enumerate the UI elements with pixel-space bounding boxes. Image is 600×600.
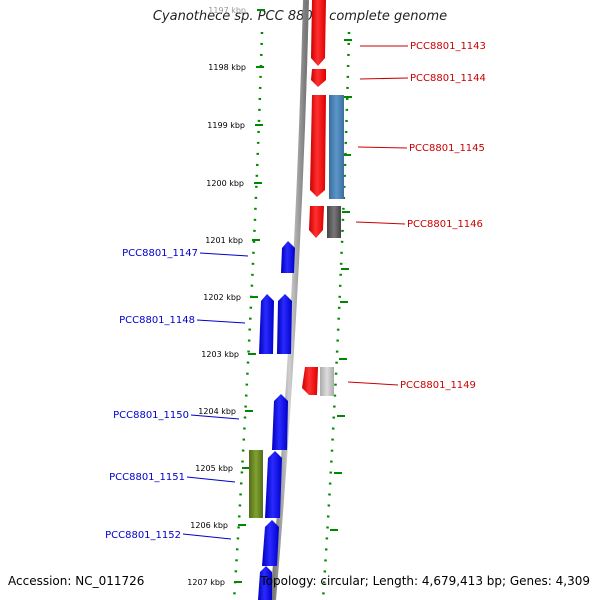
gene-pcc8801-1150[interactable] [272, 394, 288, 450]
leader-line [199, 252, 249, 257]
gene-label[interactable]: PCC8801_1152 [105, 530, 181, 541]
forward-strand-genes [302, 0, 344, 396]
leader-line [359, 77, 409, 80]
gene-pcc8801-1147[interactable] [281, 241, 295, 273]
gene-pcc8801-1152[interactable] [262, 520, 279, 566]
tick-label: 1206 kbp [190, 521, 228, 530]
gene-pcc8801-1144[interactable] [311, 69, 326, 87]
gene-label[interactable]: PCC8801_1148 [119, 315, 195, 326]
tick-label: 1198 kbp [208, 63, 246, 72]
gene-pcc8801-1151[interactable] [265, 451, 282, 518]
reverse-strand-genes [249, 241, 295, 600]
leader-line [190, 414, 240, 420]
gene-label[interactable]: PCC8801_1147 [122, 248, 198, 259]
tick-label: 1197 kbp [208, 6, 246, 15]
tick-label: 1207 kbp [187, 578, 225, 587]
genome-title: Cyanothece sp. PCC 8801, complete genome [152, 9, 448, 24]
tick-label: 1200 kbp [206, 179, 244, 188]
leader-line [182, 533, 232, 540]
label-leaders [182, 45, 409, 540]
gene-pcc8801-1145[interactable] [310, 95, 326, 197]
leader-line [196, 319, 246, 324]
gene-label[interactable]: PCC8801_1150 [113, 410, 189, 421]
tick-label: 1199 kbp [207, 121, 245, 130]
gene-block-steelblue[interactable] [329, 95, 344, 199]
gene-pcc8801-1148-b[interactable] [277, 294, 292, 354]
leader-line [186, 476, 236, 483]
genome-summary-text: Topology: circular; Length: 4,679,413 bp… [260, 574, 590, 588]
gene-label[interactable]: PCC8801_1151 [109, 472, 185, 483]
leader-line [357, 146, 408, 149]
gene-block-lightgray[interactable] [320, 367, 334, 396]
tick-label: 1203 kbp [201, 350, 239, 359]
gene-label[interactable]: PCC8801_1146 [407, 219, 483, 230]
scale-track-left [232, 31, 264, 600]
tick-label: 1202 kbp [203, 293, 241, 302]
tick-label: 1204 kbp [198, 407, 236, 416]
gene-label[interactable]: PCC8801_1149 [400, 380, 476, 391]
gene-pcc8801-1146[interactable] [309, 206, 324, 238]
gene-block-olive[interactable] [249, 450, 263, 518]
leader-line [355, 221, 406, 225]
gene-pcc8801-1149[interactable] [302, 367, 318, 395]
scale-ticks [234, 9, 352, 583]
gene-pcc8801-1143[interactable] [311, 0, 326, 66]
accession-text: Accession: NC_011726 [8, 574, 145, 588]
scale-track-right [321, 31, 351, 600]
gene-label[interactable]: PCC8801_1144 [410, 73, 486, 84]
tick-label: 1201 kbp [205, 236, 243, 245]
gene-partial-bottom[interactable] [258, 566, 272, 600]
gene-block-darkgray[interactable] [327, 206, 341, 238]
gene-pcc8801-1148-a[interactable] [259, 294, 274, 354]
gene-labels: PCC8801_1143 PCC8801_1144 PCC8801_1145 P… [105, 41, 486, 541]
leader-line [347, 381, 399, 386]
gene-label[interactable]: PCC8801_1145 [409, 143, 485, 154]
tick-label: 1205 kbp [195, 464, 233, 473]
gene-label[interactable]: PCC8801_1143 [410, 41, 486, 52]
scale-tick-labels: 1197 kbp 1198 kbp 1199 kbp 1200 kbp 1201… [187, 6, 246, 587]
